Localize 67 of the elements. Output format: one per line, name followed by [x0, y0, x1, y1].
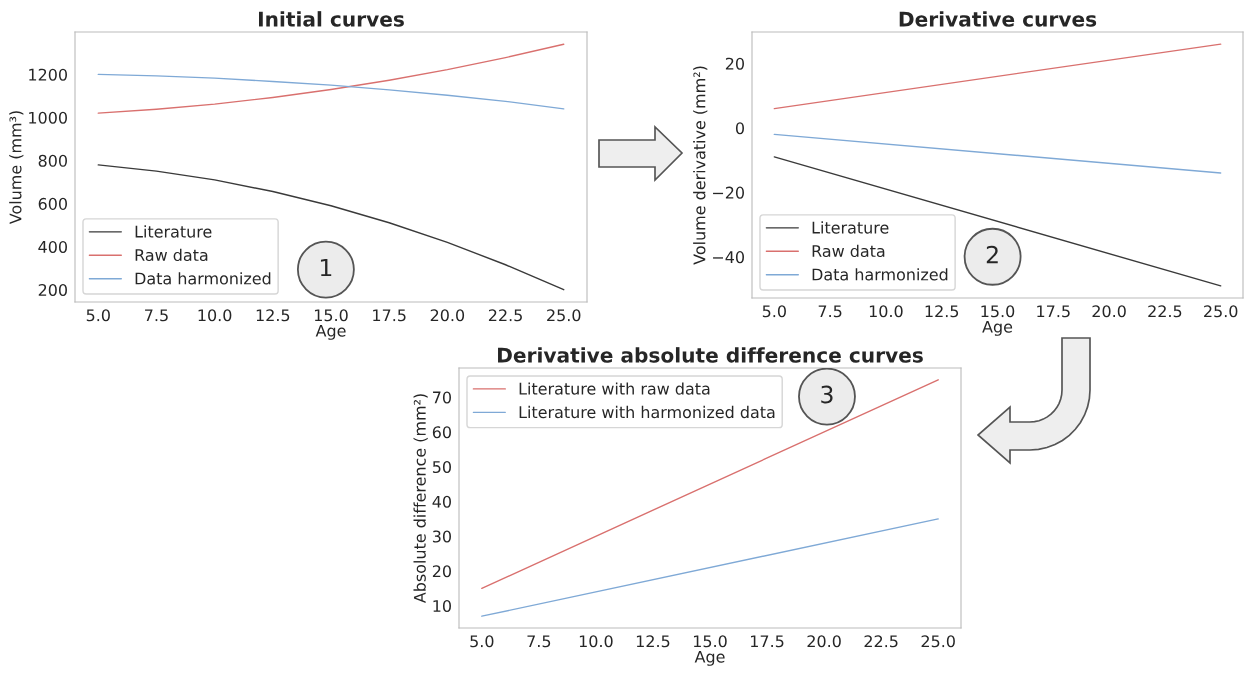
y-tick-label: 20: [432, 565, 451, 578]
x-tick-label: 17.5: [1037, 305, 1070, 318]
y-tick-label: 1000: [29, 111, 67, 124]
x-tick-label: 25.0: [547, 309, 581, 322]
y-tick-label: 200: [38, 283, 67, 297]
y-tick-label: 70: [433, 391, 451, 404]
annotation: 2: [986, 245, 998, 264]
annotation: 3: [821, 385, 833, 404]
x-tick-label: 22.5: [864, 635, 898, 648]
x-tick-label: 17.5: [373, 309, 406, 322]
y-tick-label: −40: [713, 251, 744, 264]
y-tick-label: −20: [713, 186, 744, 199]
legend-label: Data harmonized: [135, 272, 271, 285]
legend-label: Literature: [812, 221, 889, 234]
x-axis-title: Age: [694, 650, 725, 666]
legend-label: Data harmonized: [812, 268, 948, 281]
x-tick-label: 10.0: [198, 309, 232, 322]
y-tick-label: 20: [725, 57, 744, 70]
x-axis-title: Age: [315, 324, 346, 340]
annotation: 1: [320, 258, 332, 277]
x-tick-label: 7.5: [818, 305, 842, 318]
chart-title: Initial curves: [258, 11, 404, 27]
x-tick-label: 7.5: [527, 635, 551, 648]
y-tick-label: 1200: [29, 68, 67, 81]
x-tick-label: 12.5: [636, 635, 670, 648]
chart-title: Derivative curves: [899, 11, 1097, 27]
x-tick-label: 5.0: [86, 309, 110, 322]
legend-label: Raw data: [135, 248, 208, 262]
y-tick-label: 60: [432, 426, 451, 439]
line-series: [97, 43, 565, 114]
x-tick-label: 5.0: [470, 635, 494, 648]
x-tick-label: 15.0: [981, 305, 1015, 318]
x-tick-label: 10.0: [869, 305, 903, 318]
y-tick-label: 600: [38, 197, 67, 210]
legend-label: Literature with harmonized data: [519, 405, 775, 419]
x-tick-label: 7.5: [145, 309, 168, 322]
x-tick-label: 10.0: [579, 635, 613, 648]
y-tick-label: 30: [432, 530, 451, 543]
legend-label: Literature with raw data: [519, 382, 710, 395]
x-tick-label: 20.0: [807, 635, 841, 648]
y-axis-title: Volume (mm³): [9, 111, 24, 225]
x-tick-label: 12.5: [925, 305, 959, 318]
x-tick-label: 25.0: [1204, 305, 1238, 318]
y-tick-label: 400: [38, 240, 67, 253]
line-series: [97, 73, 565, 110]
y-axis-title: Absolute difference (mm²): [413, 394, 428, 604]
x-tick-label: 5.0: [762, 305, 786, 318]
legend-label: Raw data: [812, 244, 885, 258]
x-tick-label: 20.0: [1092, 305, 1126, 318]
y-tick-label: 40: [432, 495, 451, 508]
y-tick-label: 0: [735, 122, 744, 135]
x-tick-label: 15.0: [314, 309, 348, 322]
line-series: [97, 164, 565, 291]
x-tick-label: 15.0: [693, 635, 727, 648]
x-tick-label: 20.0: [430, 309, 465, 322]
x-axis-title: Age: [982, 320, 1013, 336]
x-tick-label: 22.5: [1148, 305, 1182, 318]
legend-label: Literature: [135, 225, 212, 238]
x-tick-label: 12.5: [256, 309, 290, 322]
x-tick-label: 17.5: [751, 635, 784, 648]
chart-title: Derivative absolute difference curves: [498, 347, 923, 363]
y-tick-label: 10: [433, 599, 451, 613]
y-tick-label: 50: [432, 460, 451, 474]
x-tick-label: 22.5: [488, 309, 522, 322]
y-axis-title: Volume derivative (mm²): [693, 66, 708, 265]
x-tick-label: 25.0: [921, 635, 955, 648]
y-tick-label: 800: [38, 154, 67, 167]
